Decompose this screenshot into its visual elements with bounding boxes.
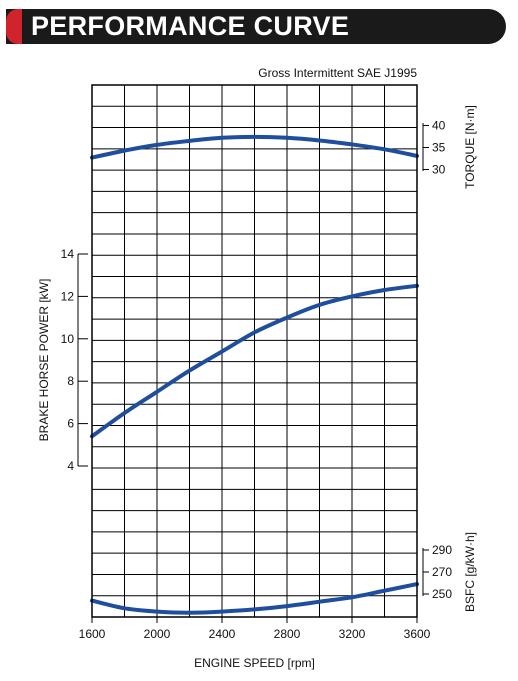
y-tick-label: 290 [432, 543, 452, 557]
y-tick-label: 10 [61, 332, 75, 346]
y-tick-label: 12 [61, 289, 75, 303]
x-tick-label: 1600 [79, 627, 106, 641]
y-tick-label: 30 [432, 163, 446, 177]
y-tick-label: 35 [432, 141, 446, 155]
header-bar: PERFORMANCE CURVE [6, 9, 506, 44]
header-accent [6, 9, 22, 44]
bsfc-curve [90, 582, 419, 615]
torque-axis-title: TORQUE [N·m] [463, 105, 477, 189]
y-tick-label: 14 [61, 247, 75, 261]
torque-curve [90, 134, 419, 160]
chart-lines [90, 134, 419, 615]
y-tick-label: 8 [67, 374, 74, 388]
bsfc-axis-title: BSFC [g/kW·h] [463, 532, 477, 612]
x-tick-label: 2800 [274, 627, 301, 641]
header-background [6, 9, 506, 44]
x-tick-label: 3200 [339, 627, 366, 641]
y-tick-label: 270 [432, 565, 452, 579]
plot-border [91, 84, 418, 618]
x-tick-label: 2000 [144, 627, 171, 641]
chart-subtitle: Gross Intermittent SAE J1995 [258, 66, 417, 80]
y-tick-label: 250 [432, 587, 452, 601]
x-axis-title: ENGINE SPEED [rpm] [194, 656, 315, 670]
axis-ticks: 1600 2000 2400 2800 3200 3600 40 35 30 14 12 10 8 6 4 2… [61, 119, 453, 642]
y-tick-label: 4 [67, 459, 74, 473]
page-title: PERFORMANCE CURVE [31, 11, 350, 41]
chart-grid [92, 85, 417, 617]
x-tick-label: 3600 [404, 627, 431, 641]
power-curve [90, 283, 419, 439]
y-tick-label: 6 [67, 417, 74, 431]
power-axis-title: BRAKE HORSE POWER [kW] [37, 279, 51, 442]
y-tick-label: 40 [432, 119, 446, 133]
x-tick-label: 2400 [209, 627, 236, 641]
